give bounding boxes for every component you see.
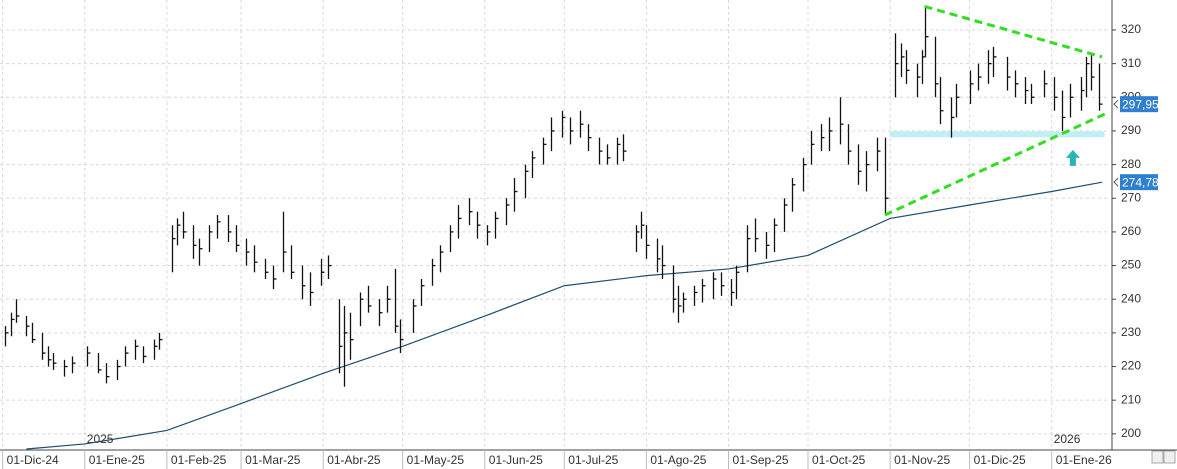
x-tick-label: 01-Mar-25 (245, 453, 301, 467)
x-tick-label: 01-Feb-25 (171, 453, 227, 467)
x-tick-label: 01-Dic-24 (7, 453, 59, 467)
price-label: 274,78 (1122, 175, 1159, 189)
x-tick-label: 01-Nov-25 (894, 453, 950, 467)
scroll-button[interactable] (1151, 450, 1164, 464)
moving-average (26, 181, 1103, 450)
x-tick-label: 01-Ene-25 (89, 453, 145, 467)
x-tick-label: 01-Ago-25 (650, 453, 706, 467)
trendline (924, 4, 1103, 59)
y-tick-label: 240 (1121, 291, 1141, 305)
y-tick-label: 230 (1121, 325, 1141, 339)
x-tick-label: 01-Jul-25 (568, 453, 618, 467)
price-pointer (1113, 99, 1119, 109)
y-tick-label: 320 (1121, 22, 1141, 36)
y-tick-label: 280 (1121, 157, 1141, 171)
y-tick-label: 310 (1121, 56, 1141, 70)
x-tick-label: 01-Jun-25 (489, 453, 543, 467)
y-tick-label: 220 (1121, 359, 1141, 373)
price-label-box (1120, 174, 1158, 191)
y-tick-label: 210 (1121, 392, 1141, 406)
price-pointer (1113, 177, 1119, 187)
y-tick-label: 260 (1121, 224, 1141, 238)
year-label: 2026 (1054, 432, 1081, 446)
y-tick-label: 200 (1121, 426, 1141, 440)
trendline (884, 112, 1106, 217)
price-label: 297,95 (1122, 97, 1159, 111)
y-tick-label: 250 (1121, 258, 1141, 272)
y-tick-label: 290 (1121, 123, 1141, 137)
x-tick-label: 01-Ene-26 (1056, 453, 1112, 467)
x-tick-label: 01-Dic-25 (974, 453, 1026, 467)
plot-area (0, 0, 1110, 450)
x-tick-label: 01-Oct-25 (812, 453, 866, 467)
arrow (1065, 149, 1080, 166)
price-label-box (1120, 96, 1158, 113)
zoom-button[interactable] (1163, 450, 1176, 464)
x-tick-label: 01-Abr-25 (327, 453, 381, 467)
x-tick-label: 01-May-25 (407, 453, 465, 467)
year-label: 2025 (87, 432, 114, 446)
y-tick-label: 270 (1121, 190, 1141, 204)
x-tick-label: 01-Sep-25 (733, 453, 789, 467)
